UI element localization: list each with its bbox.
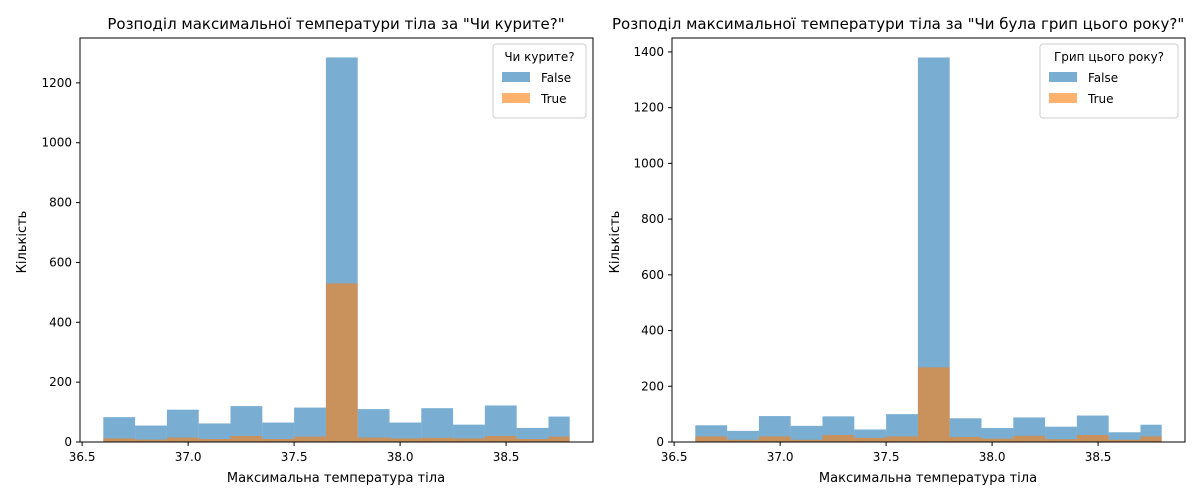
chart-1: Розподіл максимальної температури тіла з…	[15, 15, 594, 486]
chart-2-ytick-label-7: 1400	[633, 45, 664, 59]
chart-1-ytick-label-2: 400	[49, 315, 72, 329]
chart-1-bar-true-12	[484, 436, 517, 442]
chart-2-bar-true-14	[1140, 436, 1162, 442]
chart-1-ylabel: Кількість	[15, 211, 30, 274]
chart-2-bar-true-6	[886, 436, 918, 442]
chart-2-legend-label-true: True	[1087, 92, 1114, 106]
chart-1-legend: Чи курите? False True	[492, 43, 587, 119]
chart-1-bar-false-11	[453, 424, 485, 442]
chart-1-axes-frame	[79, 37, 594, 443]
chart-1-title: Розподіл максимальної температури тіла з…	[107, 15, 564, 33]
chart-1-bar-false-10	[421, 408, 454, 442]
chart-1-bar-false-8	[357, 409, 390, 442]
chart-1-ytick-label-4: 800	[49, 196, 72, 210]
chart-1-bar-true-6	[294, 436, 326, 442]
chart-2-bar-true-10	[1013, 435, 1046, 442]
chart-1-bar-false-14	[548, 416, 570, 442]
chart-1-bar-false-1	[135, 425, 167, 442]
chart-2-ytick-label-4: 800	[641, 212, 664, 226]
chart-1-xtick-label-0: 36.5	[69, 450, 96, 464]
chart-1-ytick-label-1: 200	[49, 375, 72, 389]
chart-2-bar-true-4	[822, 435, 855, 442]
chart-2-bar-true-8	[949, 436, 982, 442]
chart-2-bar-false-3	[790, 425, 823, 442]
chart-1-bar-true-5	[262, 439, 295, 442]
chart-2-ytick-label-6: 1200	[633, 101, 664, 115]
chart-1-bar-false-2	[166, 409, 199, 442]
chart-2-ytick-label-0: 0	[656, 435, 664, 449]
chart-1-bar-true-10	[421, 437, 454, 442]
chart-2-bar-false-11	[1045, 426, 1077, 442]
chart-2-legend-swatch-false	[1049, 72, 1077, 82]
chart-2-xlabel: Максимальна температура тіла	[819, 471, 1037, 486]
chart-1-bar-true-7	[325, 283, 358, 442]
chart-2-xtick-label-4: 38.5	[1085, 450, 1112, 464]
chart-1-ytick-label-6: 1200	[41, 76, 72, 90]
chart-2-bar-true-7	[917, 367, 950, 442]
chart-1-legend-label-true: True	[540, 92, 567, 106]
chart-2-bar-false-9	[981, 428, 1014, 442]
chart-1-bar-true-0	[103, 438, 136, 442]
chart-2-ylabel: Кількість	[608, 211, 623, 274]
chart-2-bar-true-9	[981, 438, 1014, 442]
chart-2-ytick-label-2: 400	[641, 324, 664, 338]
chart-1-bar-true-11	[453, 438, 485, 442]
chart-1-xtick-label-1: 37.0	[175, 450, 202, 464]
chart-1-bar-true-1	[135, 439, 167, 442]
chart-1-xtick-label-4: 38.5	[493, 450, 520, 464]
chart-2-xtick-label-3: 38.0	[979, 450, 1006, 464]
chart-1-bar-true-8	[357, 437, 390, 442]
chart-2-bar-true-13	[1108, 439, 1141, 442]
chart-1-bar-true-3	[198, 439, 231, 442]
chart-2-bar-true-3	[790, 439, 823, 442]
chart-2-xtick-label-2: 37.5	[873, 450, 900, 464]
chart-2-ytick-label-5: 1000	[633, 156, 664, 170]
chart-2-xtick-label-1: 37.0	[767, 450, 794, 464]
chart-2-legend-label-false: False	[1088, 71, 1118, 85]
chart-2-bar-true-2	[758, 436, 791, 442]
chart-1-bar-false-6	[294, 407, 326, 442]
chart-1-bar-true-4	[230, 436, 263, 442]
chart-2-legend-swatch-true	[1049, 93, 1077, 103]
chart-1-ytick-label-3: 600	[49, 255, 72, 269]
chart-2-axes-frame	[671, 37, 1186, 443]
chart-1-bar-false-5	[262, 422, 295, 442]
chart-2-bar-true-0	[695, 436, 728, 442]
chart-1-bar-true-14	[548, 436, 570, 442]
chart-1-bar-false-3	[198, 423, 231, 442]
chart-2-bar-true-1	[727, 439, 759, 442]
chart-1-legend-swatch-true	[502, 93, 530, 103]
chart-2-ytick-label-3: 600	[641, 268, 664, 282]
chart-1-xlabel: Максимальна температура тіла	[227, 471, 445, 486]
chart-2-bar-true-12	[1076, 435, 1109, 442]
chart-2-ytick-label-1: 200	[641, 379, 664, 393]
chart-2-bar-false-1	[727, 430, 759, 442]
chart-2-xtick-label-0: 36.5	[661, 450, 688, 464]
chart-1-xtick-label-2: 37.5	[281, 450, 308, 464]
chart-1-bar-true-9	[389, 438, 422, 442]
chart-2-legend: Грип цього року? False True	[1039, 43, 1179, 119]
chart-1-bar-false-9	[389, 422, 422, 442]
chart-2-title: Розподіл максимальної температури тіла з…	[612, 15, 1184, 33]
chart-1-bar-true-2	[166, 437, 199, 442]
chart-2: Розподіл максимальної температури тіла з…	[608, 15, 1186, 486]
chart-1-legend-title: Чи курите?	[504, 50, 574, 64]
chart-2-bar-false-8	[949, 418, 982, 442]
chart-2-bar-true-11	[1045, 439, 1077, 442]
chart-1-bar-false-0	[103, 417, 136, 442]
chart-1-legend-label-false: False	[541, 71, 571, 85]
chart-1-bar-false-13	[516, 427, 549, 442]
chart-1-legend-swatch-false	[502, 72, 530, 82]
chart-2-legend-title: Грип цього року?	[1054, 50, 1164, 64]
chart-2-bar-false-13	[1108, 432, 1141, 442]
chart-1-bar-false-12	[484, 405, 517, 442]
chart-1-xtick-label-3: 38.0	[387, 450, 414, 464]
chart-1-ytick-label-0: 0	[64, 435, 72, 449]
chart-1-bar-true-13	[516, 439, 549, 442]
chart-1-ytick-label-5: 1000	[41, 136, 72, 150]
chart-2-bar-true-5	[854, 437, 887, 442]
